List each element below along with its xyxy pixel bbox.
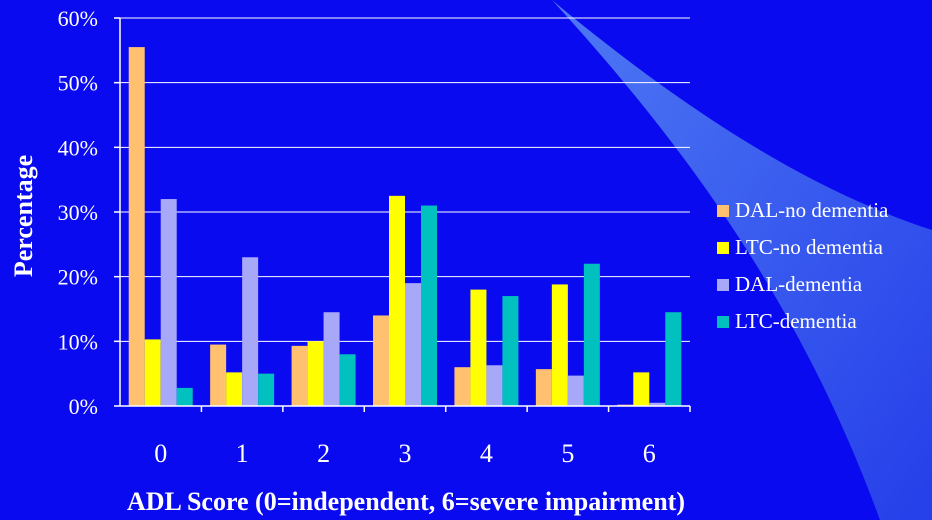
x-category-label: 1: [236, 439, 249, 468]
legend-swatch: [717, 205, 729, 217]
bar-dal-no-dementia-4: [454, 367, 471, 406]
x-category-label: 5: [561, 439, 574, 468]
legend-swatch: [717, 279, 729, 291]
bar-dal-dementia-2: [323, 312, 340, 406]
bar-dal-no-dementia-3: [373, 315, 389, 406]
bar-dal-no-dementia-5: [535, 369, 552, 406]
x-category-label: 2: [317, 439, 330, 468]
bar-dal-no-dementia-1: [210, 344, 227, 406]
bar-ltc-no-dementia-2: [307, 341, 324, 406]
legend-swatch: [717, 316, 729, 328]
legend-label: LTC-dementia: [735, 309, 857, 333]
legend: DAL-no dementia LTC-no dementia DAL-dement…: [717, 198, 889, 333]
y-tick-label: 50%: [58, 71, 98, 96]
bar-ltc-dementia-4: [502, 296, 519, 406]
bar-ltc-dementia-3: [421, 205, 437, 406]
bar-ltc-no-dementia-4: [470, 289, 487, 406]
y-tick-label: 60%: [58, 6, 98, 31]
bar-dal-dementia-4: [486, 365, 503, 406]
x-category-label: 4: [480, 439, 493, 468]
bar-ltc-dementia-5: [583, 263, 600, 406]
bar-ltc-no-dementia-0: [144, 339, 161, 406]
x-category-label: 3: [399, 439, 412, 468]
bar-dal-dementia-6: [649, 402, 666, 406]
bar-dal-dementia-0: [160, 199, 177, 406]
bar-ltc-dementia-2: [339, 354, 356, 406]
bar-dal-no-dementia-2: [291, 345, 308, 406]
bar-ltc-no-dementia-1: [226, 372, 243, 406]
x-axis-title: ADL Score (0=independent, 6=severe impai…: [127, 487, 685, 516]
y-tick-label: 40%: [58, 135, 98, 160]
y-tick-label: 20%: [58, 265, 98, 290]
legend-swatch: [717, 242, 729, 254]
y-tick-label: 0%: [69, 394, 98, 419]
bar-ltc-no-dementia-5: [551, 284, 568, 406]
bar-ltc-dementia-6: [665, 312, 682, 406]
x-category-label: 6: [643, 439, 656, 468]
bar-ltc-dementia-1: [258, 373, 275, 406]
axes: [114, 17, 691, 412]
legend-label: DAL-dementia: [735, 272, 863, 296]
y-axis-title: Percentage: [9, 155, 38, 277]
legend-label: LTC-no dementia: [735, 235, 884, 259]
y-tick-label: 30%: [58, 200, 98, 225]
x-category-label: 0: [154, 439, 167, 468]
x-category-labels: 0 1 2 3 4 5 6: [154, 439, 656, 468]
y-tick-labels: 0% 10% 20% 30% 40% 50% 60%: [58, 6, 98, 419]
bars: [128, 47, 682, 406]
bar-dal-dementia-5: [567, 375, 584, 406]
bar-dal-no-dementia-0: [128, 47, 145, 406]
bar-ltc-dementia-0: [176, 387, 193, 406]
y-tick-label: 10%: [58, 329, 98, 354]
bar-dal-dementia-1: [242, 257, 259, 406]
bar-ltc-no-dementia-6: [633, 372, 650, 406]
bar-dal-dementia-3: [405, 283, 421, 406]
legend-label: DAL-no dementia: [735, 198, 889, 222]
decorative-swoosh: [552, 0, 932, 520]
bar-ltc-no-dementia-3: [389, 195, 405, 406]
